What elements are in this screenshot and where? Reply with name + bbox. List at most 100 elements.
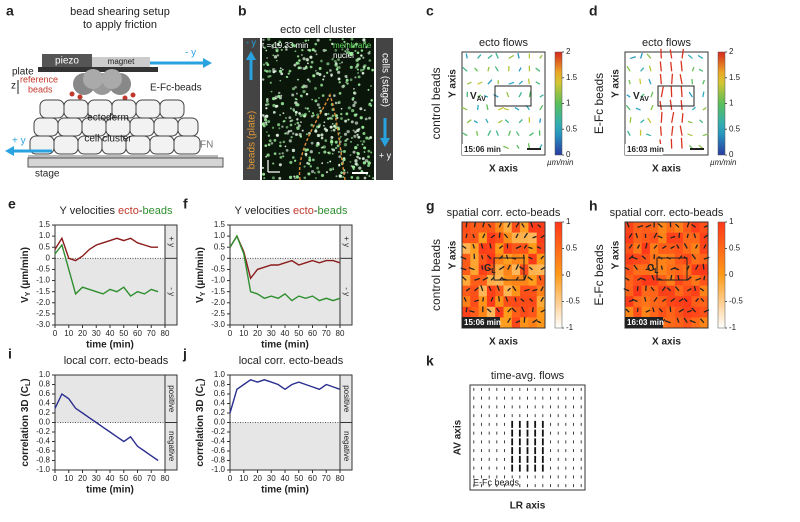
heat-cell [528, 243, 537, 255]
panel-letter: b [238, 3, 247, 19]
heat-cell [503, 317, 513, 329]
flow-arrow [687, 133, 693, 137]
cell-dot [364, 117, 368, 121]
heat-cell [536, 275, 546, 286]
cell-dot [304, 84, 308, 89]
cell-dot [340, 117, 343, 120]
heat-cell [495, 306, 504, 318]
panel-title: ecto cell cluster [280, 24, 356, 36]
cell-dot [329, 38, 332, 41]
cell-dot [345, 81, 347, 84]
heat-cell [478, 264, 488, 276]
cell-dot [289, 107, 292, 110]
vav-label-sub: AV [477, 96, 487, 103]
flow-arrow [636, 307, 639, 313]
heat-cell [536, 296, 546, 308]
flow-arrow [703, 225, 708, 228]
heat-cell [495, 285, 504, 297]
y-tick-label: -0.4 [36, 437, 50, 446]
colorbar-tick-label: 0 [566, 270, 571, 279]
cell-dot [292, 109, 295, 112]
flow-arrow [487, 66, 490, 72]
time-bg [462, 144, 500, 155]
cell-dot [279, 114, 282, 116]
heat-cell [478, 306, 488, 318]
cell-dot [362, 56, 365, 59]
heat-cell [511, 296, 521, 308]
flow-arrow [488, 286, 492, 292]
flow-arrow [503, 233, 509, 239]
cell-dot [367, 155, 370, 159]
flow-arrow [514, 297, 517, 302]
cell-dot [346, 50, 351, 55]
label: plate [12, 67, 34, 78]
label: - y [246, 37, 256, 47]
flow-arrow [699, 318, 705, 324]
x-tick-label: 30 [92, 474, 101, 483]
heat-cell [462, 253, 471, 265]
heat-cell [486, 222, 496, 233]
cell-dot [282, 140, 286, 144]
cell-dot [315, 72, 319, 75]
cell-dot [330, 129, 333, 132]
y-tick-label: 1.0 [214, 231, 226, 240]
cell-dot [308, 110, 311, 113]
cell-dot [294, 177, 296, 180]
flow-arrow [674, 267, 680, 271]
heat-cell [503, 285, 513, 297]
cell-dot [326, 117, 330, 120]
cell-dot [353, 113, 358, 117]
title-part: local corr. ecto-beads [64, 355, 169, 367]
flow-arrow [511, 307, 517, 313]
cell-dot [315, 144, 319, 147]
colorbar-tick-label: 2 [729, 47, 734, 56]
flow-arrow [683, 298, 688, 302]
cell-dot [311, 170, 315, 174]
flow-arrow [626, 222, 630, 228]
cell-dot [278, 152, 281, 155]
colorbar-tick-label: -0.5 [729, 297, 743, 306]
cell-dot [275, 49, 279, 53]
cell-dot [340, 135, 342, 138]
cell-dot [296, 55, 300, 58]
cell-dot [324, 139, 328, 142]
heat-cell [683, 317, 692, 329]
flow-arrow [635, 232, 639, 239]
y-axis-label-part: (µm/min) [195, 247, 206, 292]
flow-arrow [465, 233, 468, 239]
y-axis-label: Y axis [611, 69, 622, 98]
heat-cell [625, 285, 634, 297]
cell-dot [266, 63, 270, 67]
colorbar-tick-label: 0.5 [566, 124, 578, 133]
cell-dot [266, 97, 269, 101]
cell-dot [318, 106, 321, 109]
flow-arrow [628, 243, 633, 249]
cell-dot [354, 146, 358, 150]
flow-arrow [503, 107, 509, 111]
cell-dot [329, 168, 333, 172]
cell-dot [313, 171, 316, 174]
cell-dot [304, 107, 307, 110]
cell-dot [264, 144, 268, 148]
y-axis-label: correlation 3D (CL) [195, 378, 208, 466]
flow-arrow [694, 244, 699, 249]
cell-dot [307, 78, 310, 81]
cell-dot [360, 140, 362, 143]
label: FN [200, 140, 213, 151]
flow-arrow [518, 80, 524, 85]
y-tick-label: 0 [221, 253, 226, 262]
panel-title: Y velocities ecto-beads [235, 205, 348, 217]
flow-arrow [670, 298, 676, 303]
flow-arrow [461, 245, 467, 250]
heat-cell [691, 243, 700, 255]
heat-cell [641, 285, 651, 297]
cell-dot [301, 113, 304, 115]
y-tick-label: -0.8 [211, 456, 225, 465]
y-tick-label: 0.6 [214, 389, 226, 398]
flow-arrow [650, 104, 654, 111]
y-tick-label: 0.8 [214, 380, 226, 389]
cell-dot [337, 70, 341, 74]
cell-dot [305, 133, 308, 136]
flow-arrow [530, 221, 534, 228]
cell-dot [367, 88, 370, 91]
